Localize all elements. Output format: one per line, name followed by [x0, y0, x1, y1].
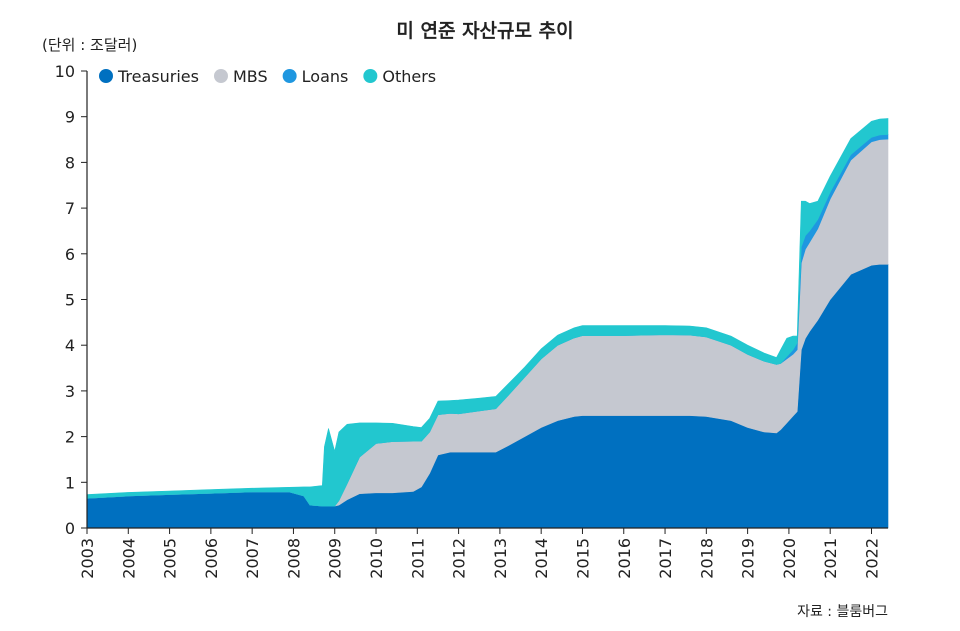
legend-marker-treasuries: [99, 69, 113, 83]
unit-label: (단위 : 조달러): [42, 36, 137, 54]
y-tick-label: 1: [65, 473, 75, 492]
legend: Treasuries MBS Loans Others: [99, 67, 436, 86]
y-tick-label: 5: [65, 291, 75, 310]
source-note: 자료 : 블룸버그: [797, 604, 888, 620]
y-tick-label: 3: [65, 382, 75, 401]
x-tick-label: 2017: [656, 538, 675, 579]
legend-label-others: Others: [382, 67, 436, 86]
legend-label-treasuries: Treasuries: [117, 67, 199, 86]
x-tick-label: 2012: [450, 538, 469, 579]
x-tick-label: 2020: [780, 538, 799, 579]
y-tick-label: 10: [55, 62, 75, 81]
x-tick-label: 2014: [532, 538, 551, 579]
x-tick-label: 2008: [284, 538, 303, 579]
x-tick-label: 2016: [615, 538, 634, 579]
y-tick-label: 7: [65, 199, 75, 218]
area-series-group: [86, 118, 889, 529]
legend-marker-mbs: [213, 69, 228, 83]
x-tick-label: 2015: [573, 538, 592, 579]
x-tick-label: 2019: [739, 538, 758, 579]
x-tick-label: 2011: [408, 538, 427, 579]
y-tick-label: 6: [65, 245, 75, 264]
x-tick-label: 2007: [243, 538, 262, 579]
y-tick-label: 9: [65, 108, 75, 127]
y-tick-label: 4: [65, 336, 75, 355]
x-tick-label: 2006: [202, 538, 221, 579]
x-tick-label: 2009: [326, 538, 345, 579]
y-tick-label: 0: [65, 519, 75, 538]
legend-label-mbs: MBS: [233, 67, 268, 86]
y-tick-label: 8: [65, 153, 75, 172]
legend-label-loans: Loans: [302, 67, 349, 86]
x-tick-label: 2010: [367, 538, 386, 579]
x-tick-label: 2004: [119, 538, 138, 579]
x-tick-label: 2021: [821, 538, 840, 579]
axes-group: 0 1 2 3 4 5 6 7 8 9 10 2003 2004 2005 2006 2007 2008 2009…: [55, 62, 888, 579]
y-tick-label: 2: [65, 428, 75, 447]
area-others: [86, 118, 889, 507]
chart-title: 미 연준 자산규모 추이: [396, 20, 573, 42]
x-tick-label: 2013: [491, 538, 510, 579]
x-tick-label: 2005: [161, 538, 180, 579]
legend-marker-others: [363, 69, 378, 83]
x-tick-label: 2018: [697, 538, 716, 579]
legend-marker-loans: [282, 69, 297, 83]
x-tick-label: 2022: [862, 538, 881, 579]
x-tick-label: 2003: [78, 538, 97, 579]
